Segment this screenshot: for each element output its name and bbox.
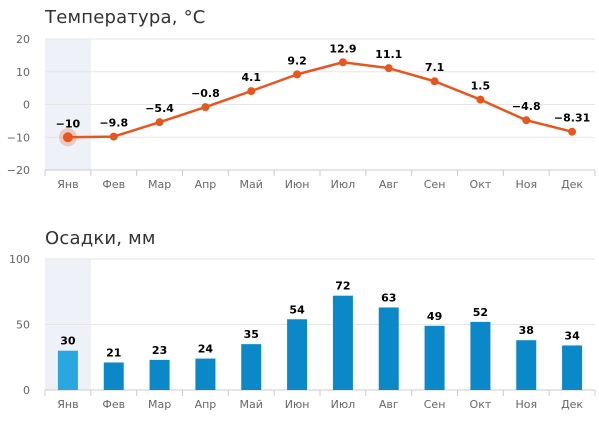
precipitation-bar — [103, 362, 124, 390]
data-label: 72 — [335, 280, 350, 293]
x-tick-label: Июл — [331, 398, 356, 411]
data-point — [247, 87, 256, 96]
data-label: 11.1 — [375, 48, 402, 61]
x-tick-label: Дек — [561, 398, 583, 411]
data-point — [62, 132, 73, 143]
data-point — [155, 118, 164, 127]
data-label: 34 — [564, 329, 580, 342]
x-tick-label: Июн — [285, 398, 310, 411]
data-label: −4.8 — [512, 100, 541, 113]
data-label: −5.4 — [145, 102, 174, 115]
x-tick-label: Апр — [195, 178, 217, 191]
x-tick-label: Янв — [57, 398, 78, 411]
x-tick-label: Апр — [195, 398, 217, 411]
data-point — [430, 77, 439, 86]
x-tick-label: Окт — [470, 178, 492, 191]
data-label: 21 — [106, 346, 121, 359]
x-tick-label: Янв — [57, 178, 78, 191]
y-tick-label: 10 — [16, 66, 30, 79]
x-tick-label: Авг — [379, 178, 399, 191]
data-label: 30 — [60, 335, 76, 348]
data-label: 23 — [152, 344, 167, 357]
precipitation-bar — [516, 340, 537, 390]
x-tick-label: Авг — [379, 398, 399, 411]
x-tick-label: Окт — [470, 398, 492, 411]
x-tick-label: Июн — [285, 178, 310, 191]
y-tick-label: 20 — [16, 33, 30, 46]
y-tick-label: 0 — [23, 99, 30, 112]
precipitation-bar — [562, 345, 583, 390]
x-tick-label: Сен — [424, 398, 446, 411]
data-label: 35 — [244, 328, 259, 341]
x-tick-label: Ноя — [515, 178, 537, 191]
data-label: 12.9 — [329, 42, 356, 55]
data-label: −8.31 — [554, 112, 590, 125]
x-tick-label: Июл — [331, 178, 356, 191]
data-label: 38 — [519, 324, 534, 337]
x-tick-label: Ноя — [515, 398, 537, 411]
data-label: 54 — [289, 303, 305, 316]
y-tick-label: −10 — [7, 131, 30, 144]
x-tick-label: Фев — [102, 398, 125, 411]
data-point — [293, 70, 302, 79]
data-label: −0.8 — [191, 87, 220, 100]
data-label: 49 — [427, 310, 442, 323]
data-point — [384, 64, 393, 73]
y-tick-label: −20 — [7, 164, 30, 177]
precipitation-bar — [149, 359, 170, 390]
data-point — [109, 132, 118, 141]
data-label: 9.2 — [287, 54, 307, 67]
data-label: −9.8 — [99, 117, 128, 130]
x-tick-label: Фев — [102, 178, 125, 191]
data-label: 63 — [381, 291, 396, 304]
x-tick-label: Май — [240, 398, 263, 411]
precipitation-bar — [195, 358, 216, 390]
precipitation-bar — [470, 321, 491, 390]
data-label: 4.1 — [242, 71, 262, 84]
precipitation-bar — [287, 319, 308, 390]
temperature-chart: 20 10 0 −10 −20 Янв Фев Мар Апр Май Июн Июл Авг Сен Ок… — [7, 33, 596, 191]
precipitation-chart-title: Осадки, мм — [45, 228, 156, 249]
temperature-series-line — [67, 61, 573, 139]
y-tick-label: 100 — [9, 253, 30, 266]
temperature-chart-title: Температура, °C — [45, 7, 206, 28]
precipitation-bar — [378, 307, 399, 390]
x-tick-label: Мар — [148, 178, 171, 191]
x-tick-label: Сен — [424, 178, 446, 191]
y-tick-label: 50 — [16, 319, 30, 332]
precipitation-bar — [424, 325, 445, 390]
data-point — [522, 116, 531, 125]
data-point — [338, 58, 347, 67]
x-tick-label: Май — [240, 178, 263, 191]
data-label: 7.1 — [425, 61, 445, 74]
precipitation-bar — [332, 295, 353, 390]
data-label: −10 — [56, 117, 81, 130]
precipitation-bar — [57, 350, 78, 390]
data-label: 1.5 — [471, 80, 491, 93]
data-point — [568, 127, 577, 136]
y-tick-label: 0 — [23, 384, 30, 397]
precipitation-bar — [241, 344, 262, 390]
data-label: 24 — [198, 343, 214, 356]
data-point — [201, 103, 210, 112]
data-point — [476, 95, 485, 104]
x-tick-label: Дек — [561, 178, 583, 191]
x-tick-label: Мар — [148, 398, 171, 411]
data-label: 52 — [473, 306, 488, 319]
